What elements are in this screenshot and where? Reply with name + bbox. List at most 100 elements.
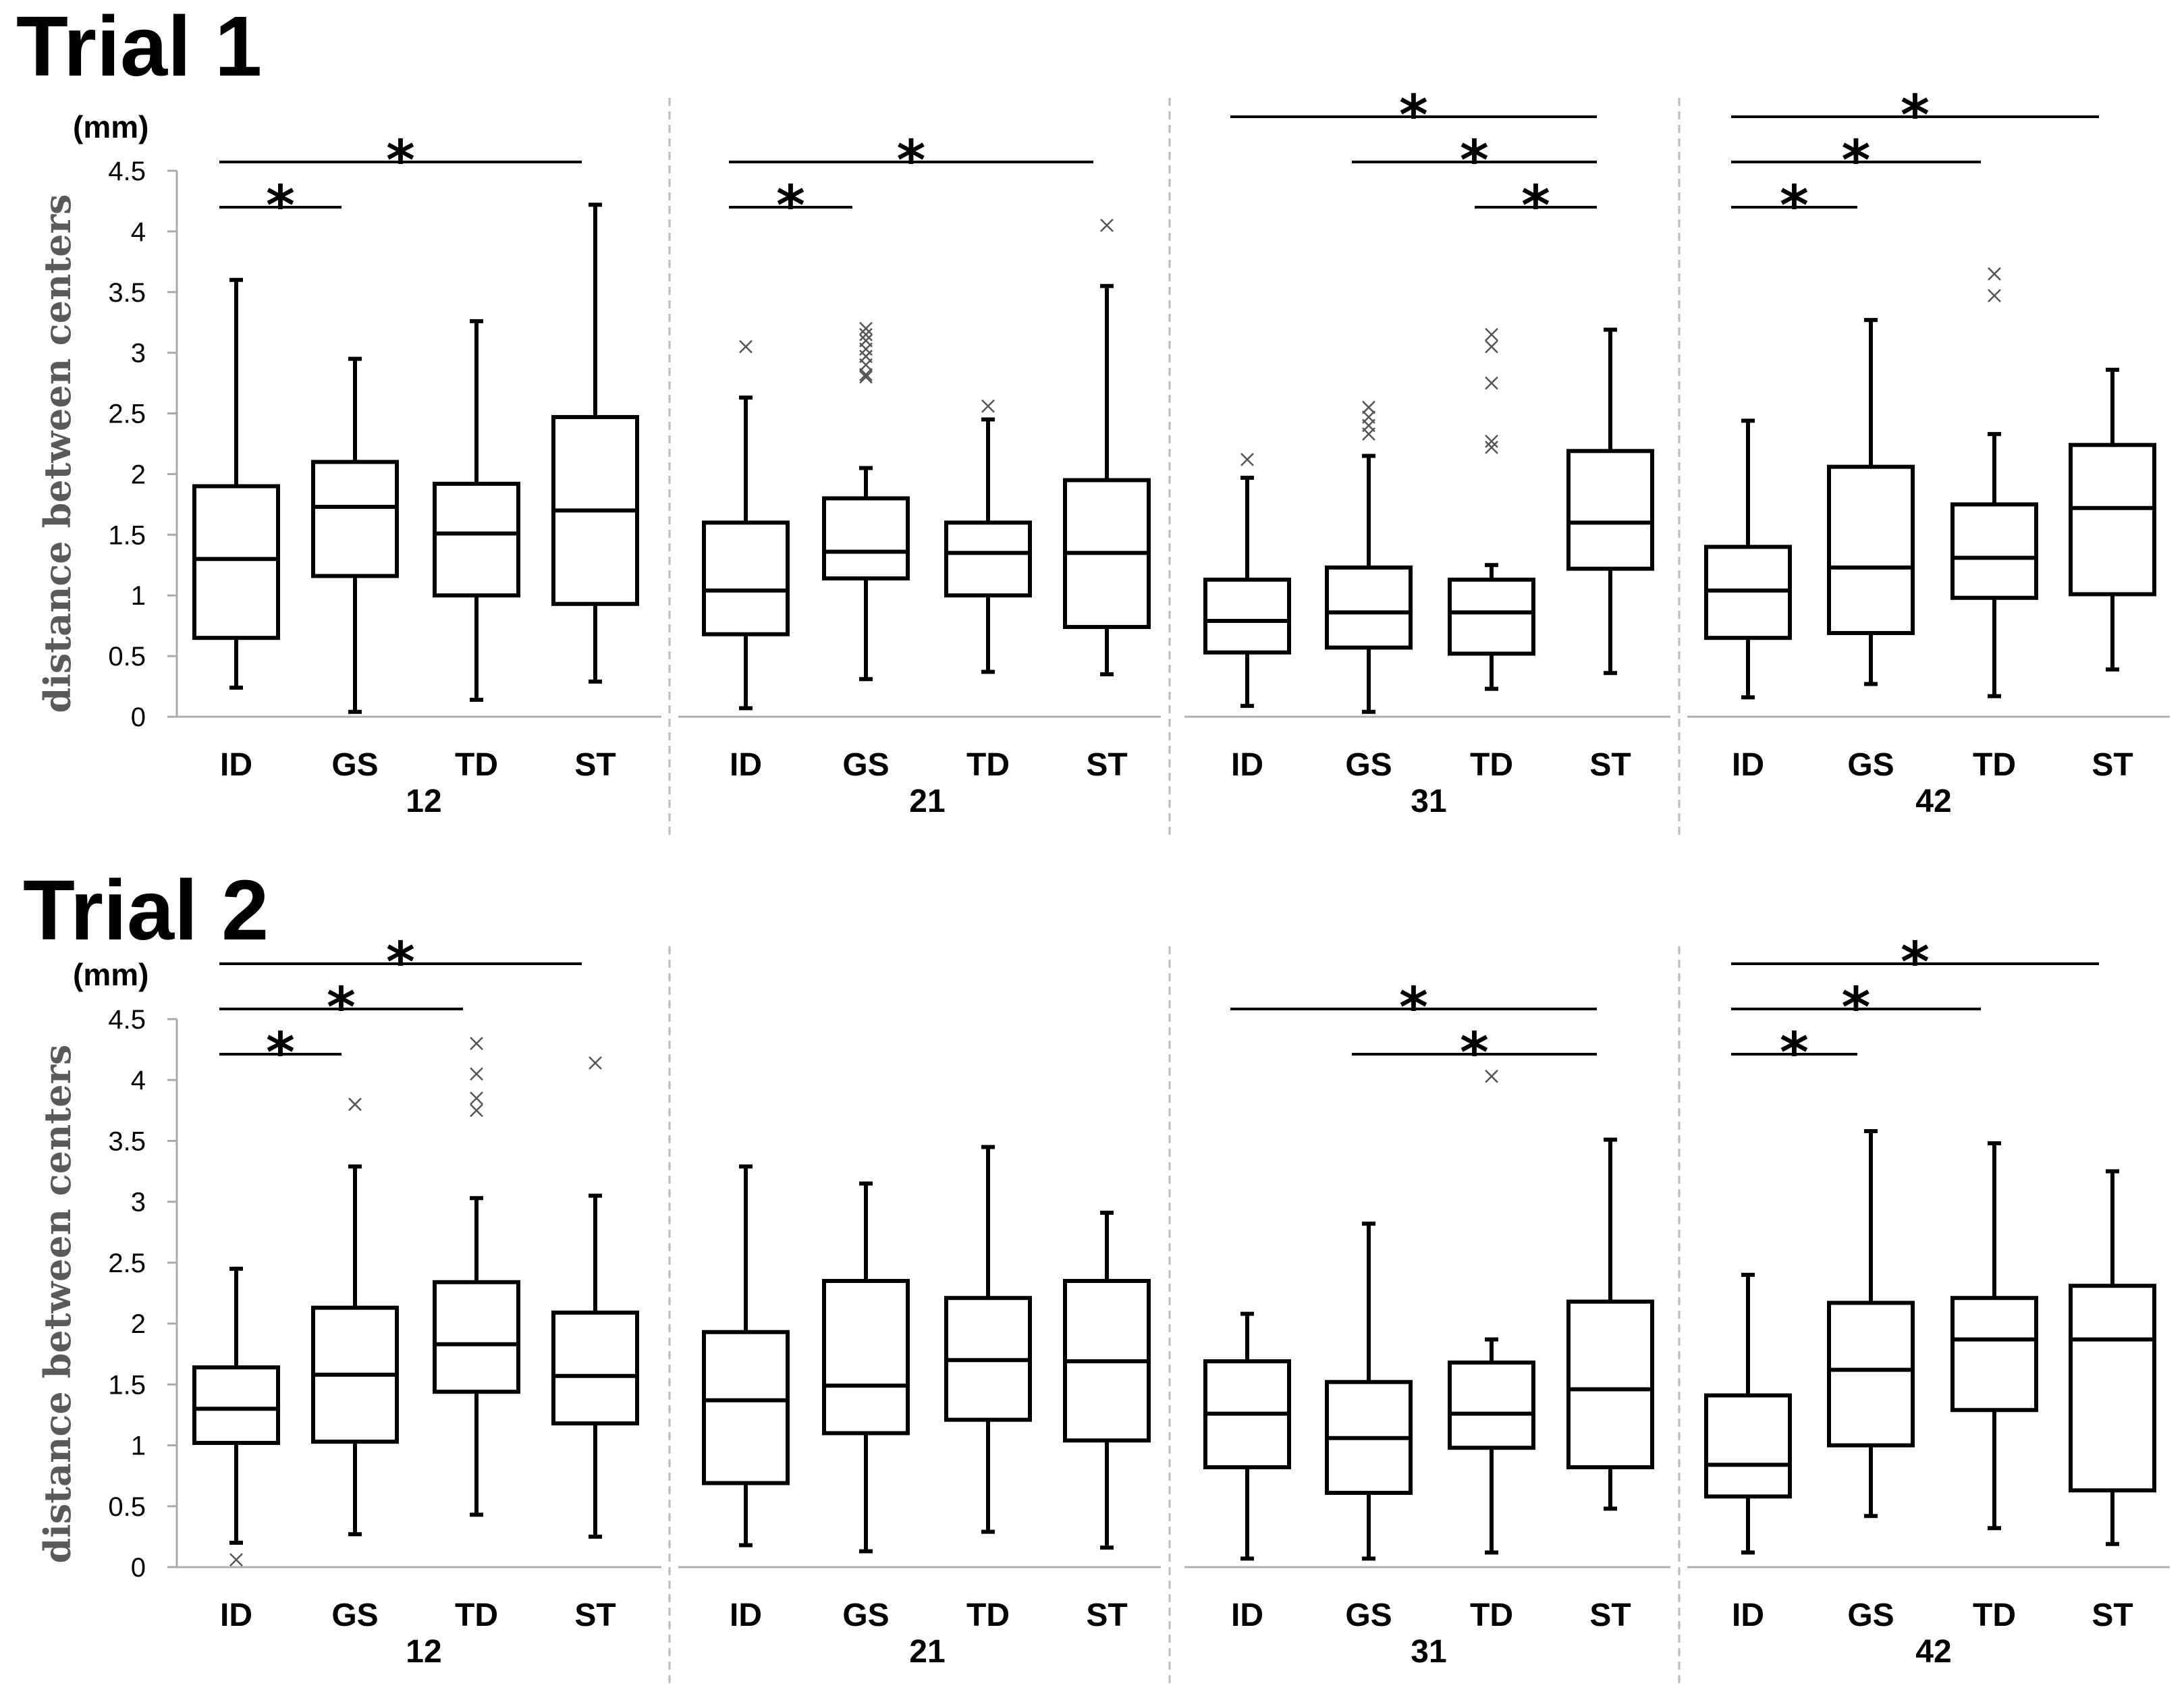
outlier-stroke xyxy=(470,1091,483,1105)
y-tick-label: 3 xyxy=(131,339,146,368)
category-label: GS xyxy=(1345,747,1392,783)
group-label: 12 xyxy=(406,1634,441,1670)
iqr-box xyxy=(192,484,280,640)
outlier-point xyxy=(1485,441,1498,454)
significance-star: * xyxy=(1780,1021,1809,1085)
y-tick-label: 4 xyxy=(131,1066,146,1095)
iqr-box xyxy=(1566,1299,1654,1470)
outlier-point xyxy=(1485,435,1498,448)
outlier-point xyxy=(859,370,873,384)
y-tick-label: 0.5 xyxy=(108,1492,146,1522)
iqr-box xyxy=(2069,1284,2156,1493)
significance-star: * xyxy=(1842,129,1871,193)
group-label: 31 xyxy=(1411,784,1446,819)
iqr-box xyxy=(192,1365,280,1445)
outlier-stroke xyxy=(1485,1069,1498,1083)
iqr-box xyxy=(311,460,399,578)
outlier-point xyxy=(1362,400,1375,414)
significance-star: * xyxy=(1521,174,1550,238)
iqr-box xyxy=(2069,443,2156,597)
trial-1-plot-area: 0 0.5 1 1.5 2 2.5 3 3.5 4 4.5 12 ID GS TD ST * * 21 ID GS TD… xyxy=(108,84,2170,838)
outlier-point xyxy=(348,1097,362,1112)
significance-star: * xyxy=(386,931,415,995)
iqr-box xyxy=(822,1278,910,1436)
outlier-stroke xyxy=(1240,452,1254,466)
significance-star: * xyxy=(1901,931,1930,995)
iqr-box xyxy=(1203,577,1291,655)
category-label: TD xyxy=(1470,747,1513,783)
iqr-box xyxy=(1827,1301,1915,1448)
category-label: TD xyxy=(455,1597,498,1633)
iqr-box xyxy=(702,520,790,636)
category-label: ID xyxy=(1732,1597,1764,1633)
iqr-box xyxy=(1448,577,1535,656)
significance-star: * xyxy=(327,976,356,1040)
significance-star: * xyxy=(386,129,415,193)
outlier-stroke xyxy=(589,1056,602,1070)
iqr-box xyxy=(433,1280,520,1394)
category-label: ST xyxy=(1086,747,1127,783)
outlier-point xyxy=(470,1037,483,1050)
trial-1-y-axis-title: distance between centers xyxy=(36,194,79,713)
category-label: ID xyxy=(1231,747,1263,783)
outlier-point xyxy=(1485,1069,1498,1083)
group-label: 21 xyxy=(909,1634,945,1670)
outlier-stroke xyxy=(859,368,873,381)
outlier-stroke xyxy=(859,333,873,348)
category-label: TD xyxy=(966,1597,1010,1633)
outlier-point xyxy=(470,1103,483,1118)
significance-star: * xyxy=(776,174,805,238)
category-label: ID xyxy=(730,1597,762,1633)
outlier-point xyxy=(1485,327,1498,341)
category-label: ID xyxy=(730,747,762,783)
outlier-stroke xyxy=(859,321,873,335)
trial-1-unit-label: (mm) xyxy=(73,109,148,144)
significance-star: * xyxy=(1842,976,1871,1040)
outlier-point xyxy=(859,333,873,348)
outlier-stroke xyxy=(859,370,873,384)
y-tick-label: 4 xyxy=(131,217,146,247)
outlier-stroke xyxy=(470,1067,483,1081)
outlier-point xyxy=(470,1067,483,1081)
category-label: ST xyxy=(574,1597,616,1633)
outlier-point xyxy=(739,339,753,354)
y-tick-label: 2.5 xyxy=(108,400,146,429)
y-tick-label: 4.5 xyxy=(108,157,146,186)
trial-1-panel: Trial 1 (mm) distance between centers 00… xyxy=(16,0,2170,838)
y-tick-label: 1 xyxy=(131,581,146,611)
category-label: GS xyxy=(331,747,378,783)
iqr-box xyxy=(702,1330,790,1485)
category-label: GS xyxy=(842,747,889,783)
iqr-box xyxy=(822,496,910,581)
category-label: ID xyxy=(1231,1597,1263,1633)
significance-star: * xyxy=(266,174,295,238)
outlier-stroke xyxy=(1485,435,1498,448)
category-label: ID xyxy=(220,1597,252,1633)
y-tick-label: 1 xyxy=(131,1431,146,1461)
category-label: ST xyxy=(1589,747,1631,783)
y-tick-label: 2 xyxy=(131,460,146,489)
outlier-point xyxy=(1485,339,1498,354)
outlier-stroke xyxy=(348,1097,362,1112)
outlier-stroke xyxy=(981,399,995,413)
y-tick-label: 0 xyxy=(131,1553,146,1583)
outlier-point xyxy=(859,368,873,381)
iqr-box xyxy=(1566,449,1654,571)
iqr-box xyxy=(1704,1393,1792,1499)
category-label: TD xyxy=(1470,1597,1513,1633)
category-label: GS xyxy=(842,1597,889,1633)
outlier-point xyxy=(1362,410,1375,424)
y-tick-label: 1.5 xyxy=(108,1370,146,1400)
iqr-box xyxy=(944,520,1032,598)
outlier-point xyxy=(859,321,873,335)
trial-2-title: Trial 2 xyxy=(23,863,269,958)
outlier-point xyxy=(470,1091,483,1105)
outlier-point xyxy=(981,399,995,413)
y-tick-label: 0 xyxy=(131,703,146,732)
category-label: TD xyxy=(966,747,1010,783)
significance-star: * xyxy=(897,129,926,193)
category-label: ST xyxy=(574,747,616,783)
outlier-stroke xyxy=(1362,400,1375,414)
category-label: GS xyxy=(1345,1597,1392,1633)
